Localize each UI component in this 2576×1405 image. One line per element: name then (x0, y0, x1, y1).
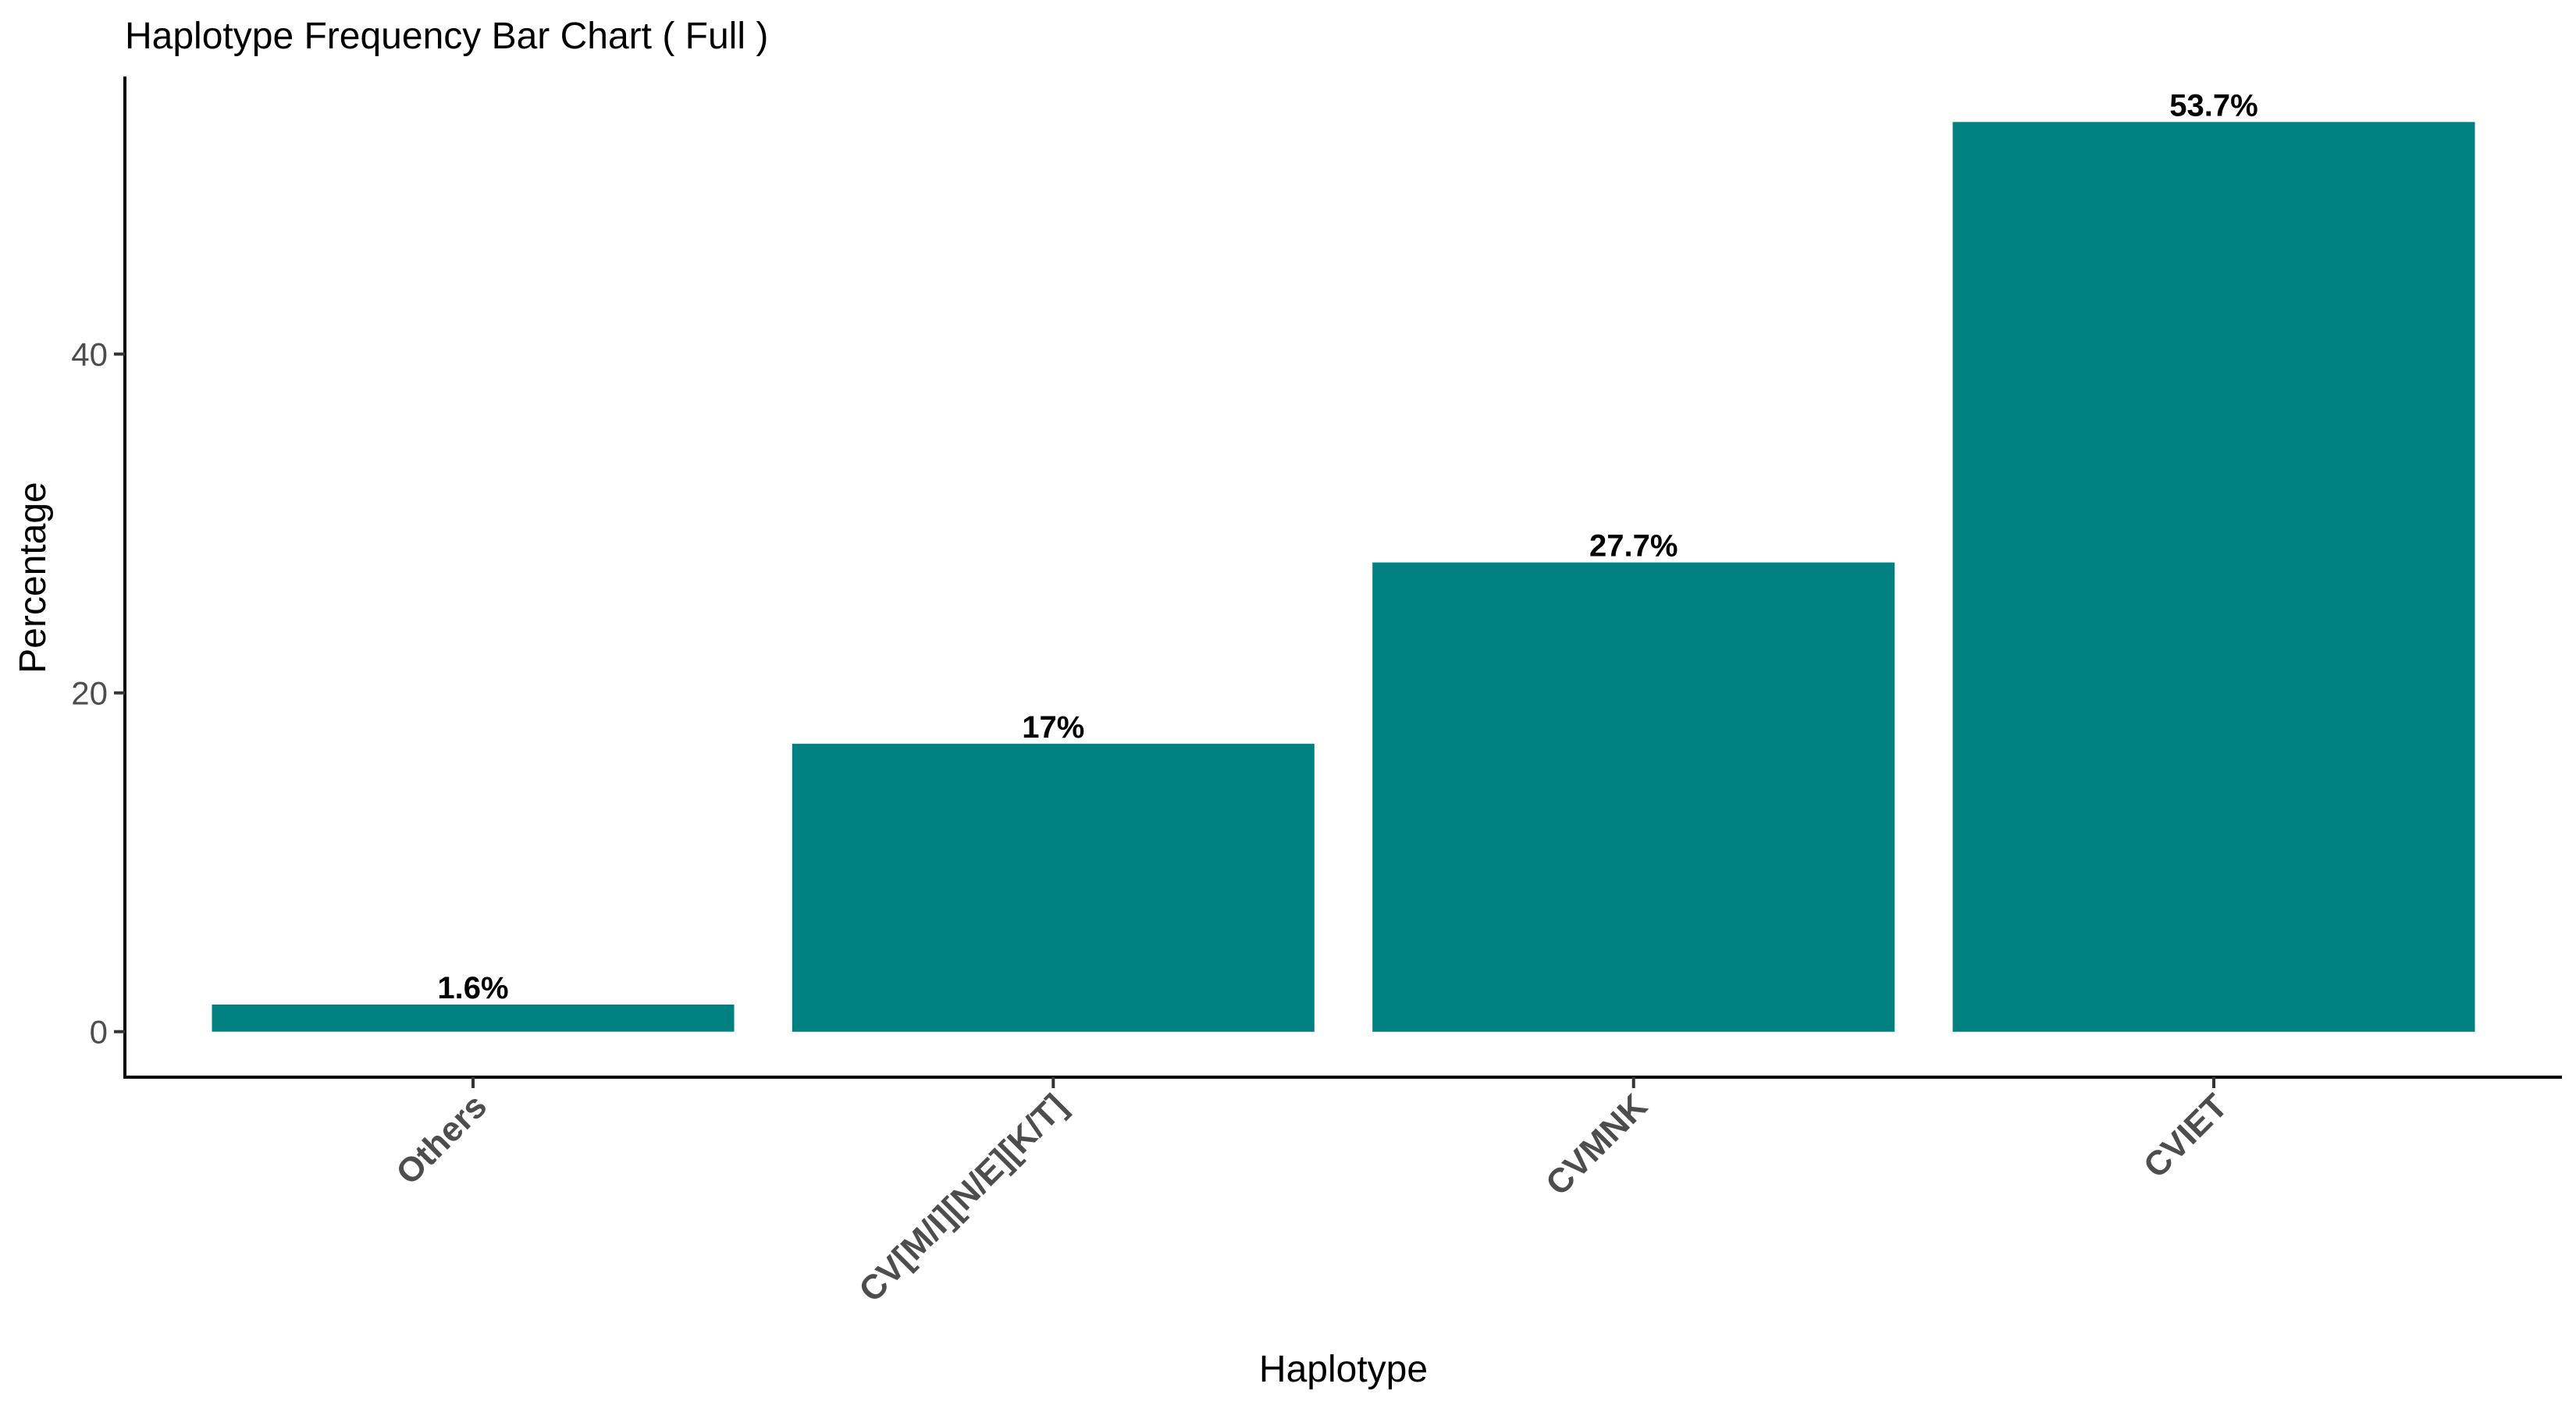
x-tick-label: CVMNK (1539, 1087, 1655, 1203)
data-label-2: 17% (1022, 710, 1084, 745)
bar-1 (212, 1005, 735, 1032)
data-label-1: 1.6% (437, 971, 508, 1005)
bar-3 (1372, 562, 1895, 1032)
chart-title: Haplotype Frequency Bar Chart ( Full ) (125, 16, 768, 57)
x-tick-label: CVIET (2137, 1087, 2235, 1185)
x-tick-label: Others (389, 1087, 494, 1192)
x-axis-ticks: Others CV[M/I][N/E][K/T] CVMNK CVIET (389, 1077, 2235, 1310)
y-tick-label: 20 (71, 675, 108, 712)
data-label-4: 53.7% (2169, 88, 2258, 123)
y-axis-ticks: 0 20 40 (71, 336, 125, 1051)
y-tick-label: 0 (90, 1014, 108, 1051)
plot-area: 1.6% 17% 27.7% 53.7% (212, 88, 2475, 1032)
y-axis-title: Percentage (12, 482, 54, 674)
y-tick-label: 40 (71, 336, 108, 373)
bar-2 (792, 743, 1315, 1032)
data-label-3: 27.7% (1589, 529, 1678, 564)
x-tick-label: CV[M/I][N/E][K/T] (852, 1087, 1074, 1309)
bar-4 (1952, 122, 2475, 1032)
x-axis-title: Haplotype (1259, 1349, 1428, 1390)
